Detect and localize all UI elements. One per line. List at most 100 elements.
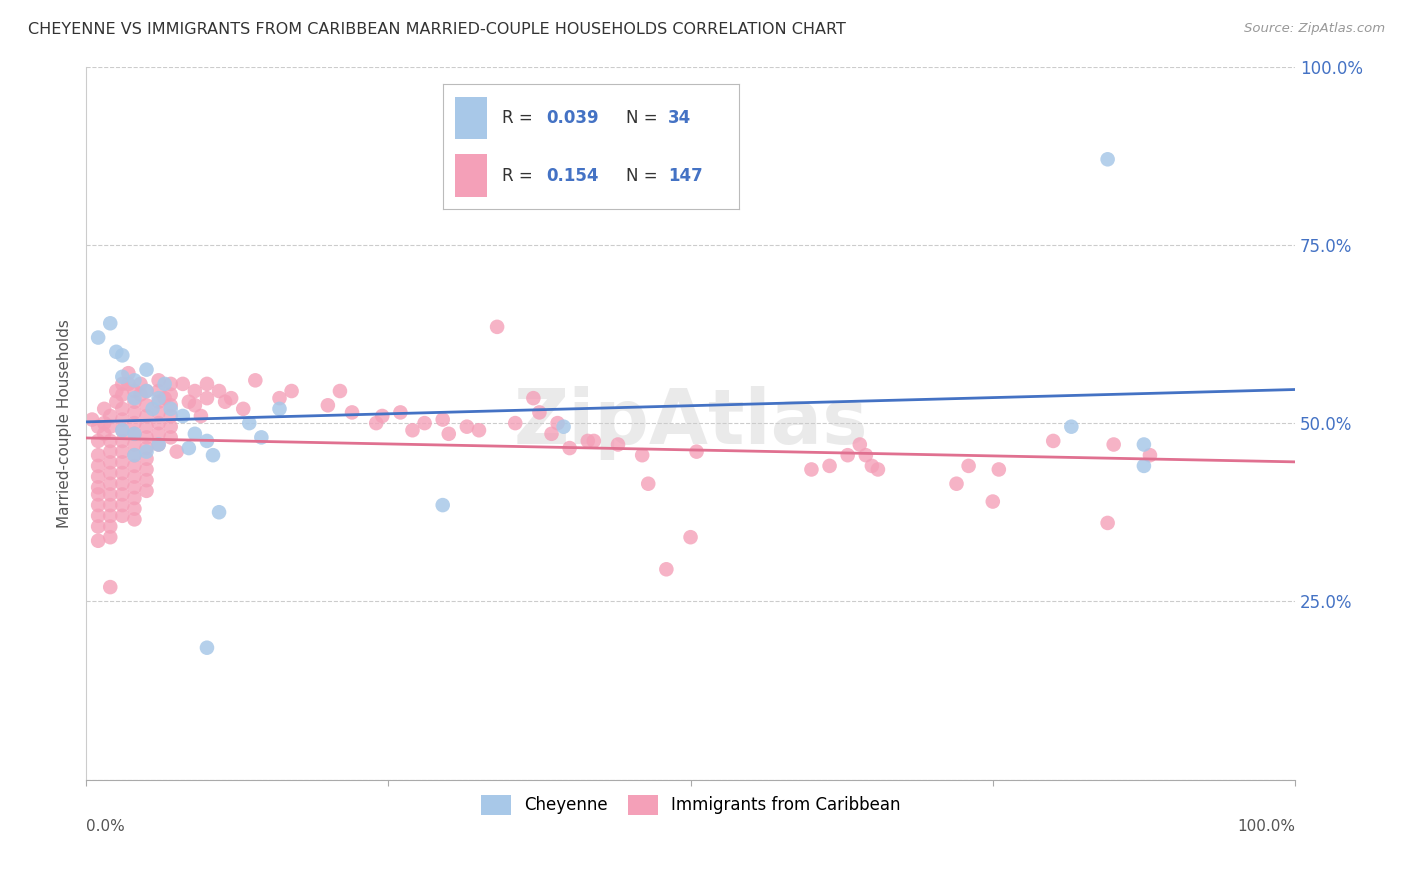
- Point: [631, 448, 654, 462]
- Point: [98, 455, 121, 469]
- Text: ZipAtlas: ZipAtlas: [513, 386, 868, 460]
- Point: [547, 416, 569, 430]
- Point: [87, 498, 110, 512]
- Point: [98, 409, 121, 423]
- Point: [124, 391, 146, 405]
- Point: [208, 505, 231, 519]
- Point: [111, 434, 134, 448]
- Point: [111, 423, 134, 437]
- Point: [1060, 419, 1083, 434]
- Point: [148, 373, 170, 387]
- Point: [329, 384, 352, 398]
- Point: [135, 441, 157, 455]
- Point: [98, 419, 121, 434]
- Point: [87, 487, 110, 501]
- Point: [195, 640, 218, 655]
- Point: [177, 441, 200, 455]
- Point: [219, 391, 242, 405]
- Point: [124, 416, 146, 430]
- Point: [98, 434, 121, 448]
- Point: [98, 476, 121, 491]
- Point: [172, 376, 194, 391]
- Point: [135, 430, 157, 444]
- Point: [142, 401, 165, 416]
- Point: [124, 394, 146, 409]
- Point: [159, 387, 181, 401]
- Point: [148, 437, 170, 451]
- Point: [366, 416, 388, 430]
- Point: [87, 480, 110, 494]
- Point: [208, 384, 231, 398]
- Text: Source: ZipAtlas.com: Source: ZipAtlas.com: [1244, 22, 1385, 36]
- Point: [159, 401, 181, 416]
- Point: [135, 384, 157, 398]
- Point: [607, 437, 630, 451]
- Point: [576, 434, 599, 448]
- Point: [1102, 437, 1125, 451]
- Point: [135, 384, 157, 398]
- Point: [93, 426, 115, 441]
- Point: [679, 530, 702, 544]
- Point: [111, 412, 134, 426]
- Point: [87, 448, 110, 462]
- Point: [105, 344, 128, 359]
- Point: [432, 412, 454, 426]
- Point: [111, 369, 134, 384]
- Point: [159, 376, 181, 391]
- Point: [637, 476, 659, 491]
- Point: [582, 434, 605, 448]
- Point: [177, 394, 200, 409]
- Point: [860, 458, 883, 473]
- Point: [280, 384, 302, 398]
- Point: [184, 384, 207, 398]
- Point: [135, 409, 157, 423]
- Point: [135, 451, 157, 466]
- Point: [987, 462, 1010, 476]
- Point: [87, 458, 110, 473]
- Point: [389, 405, 412, 419]
- Point: [135, 444, 157, 458]
- Point: [468, 423, 491, 437]
- Point: [124, 480, 146, 494]
- Point: [98, 519, 121, 533]
- Text: CHEYENNE VS IMMIGRANTS FROM CARIBBEAN MARRIED-COUPLE HOUSEHOLDS CORRELATION CHAR: CHEYENNE VS IMMIGRANTS FROM CARIBBEAN MA…: [28, 22, 846, 37]
- Point: [172, 409, 194, 423]
- Point: [124, 501, 146, 516]
- Point: [148, 416, 170, 430]
- Point: [124, 448, 146, 462]
- Point: [98, 530, 121, 544]
- Point: [945, 476, 967, 491]
- Text: 0.0%: 0.0%: [86, 819, 125, 834]
- Point: [98, 580, 121, 594]
- Point: [148, 391, 170, 405]
- Point: [195, 434, 218, 448]
- Point: [129, 387, 152, 401]
- Point: [135, 483, 157, 498]
- Point: [124, 491, 146, 505]
- Point: [87, 330, 110, 344]
- Point: [87, 434, 110, 448]
- Point: [316, 398, 339, 412]
- Point: [135, 473, 157, 487]
- Point: [1097, 153, 1119, 167]
- Point: [111, 423, 134, 437]
- Point: [105, 384, 128, 398]
- Point: [245, 373, 267, 387]
- Point: [558, 441, 581, 455]
- Point: [340, 405, 363, 419]
- Point: [529, 405, 551, 419]
- Point: [117, 376, 139, 391]
- Point: [124, 458, 146, 473]
- Point: [129, 376, 152, 391]
- Point: [124, 448, 146, 462]
- Point: [87, 419, 110, 434]
- Point: [214, 394, 236, 409]
- Point: [148, 426, 170, 441]
- Point: [800, 462, 823, 476]
- Point: [401, 423, 423, 437]
- Point: [148, 394, 170, 409]
- Legend: Cheyenne, Immigrants from Caribbean: Cheyenne, Immigrants from Caribbean: [474, 789, 907, 822]
- Point: [135, 462, 157, 476]
- Point: [93, 401, 115, 416]
- Point: [148, 405, 170, 419]
